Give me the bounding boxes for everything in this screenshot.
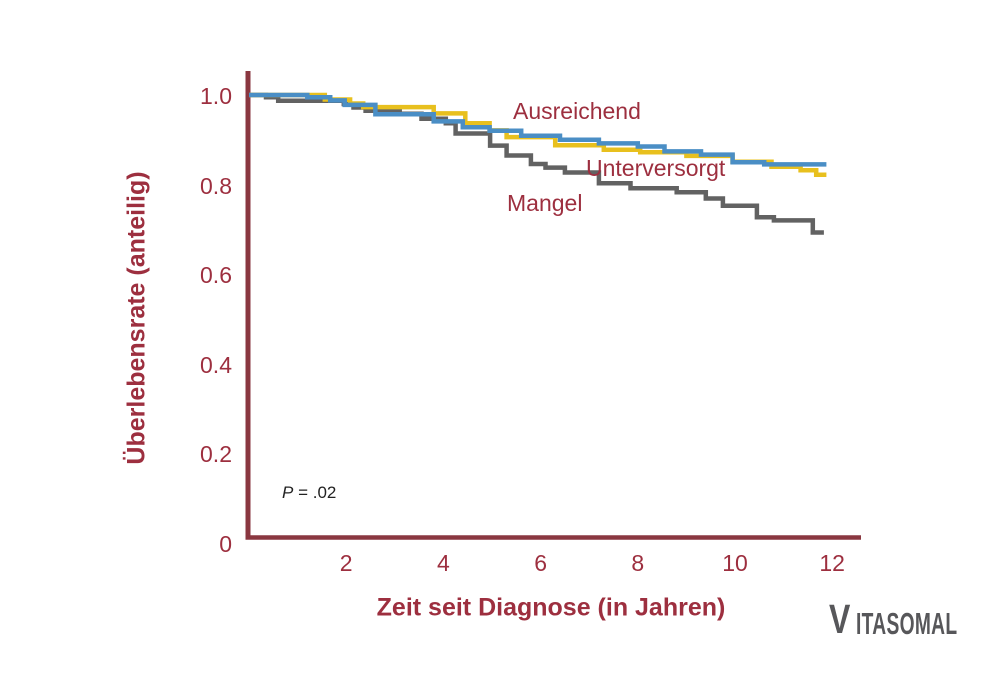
p-value-annotation: P = .02 xyxy=(282,483,336,503)
x-tick-label: 2 xyxy=(339,550,353,576)
y-tick-label: 0.2 xyxy=(200,441,232,468)
x-tick-label: 10 xyxy=(722,550,748,576)
y-tick-label: 0.8 xyxy=(200,172,232,199)
logo-wordmark: ITASOMAL xyxy=(856,606,958,641)
y-tick-label: 1.0 xyxy=(200,83,232,109)
p-symbol: P xyxy=(282,483,294,502)
x-tick-label: 6 xyxy=(534,550,547,576)
vitasomal-logo: V ITASOMAL xyxy=(829,596,1000,642)
y-axis-title: Überlebensrate (anteilig) xyxy=(122,171,151,465)
x-tick-label: 12 xyxy=(819,550,845,576)
series-label-unterversorgt: Unterversorgt xyxy=(586,155,726,181)
x-axis-title: Zeit seit Diagnose (in Jahren) xyxy=(376,593,726,622)
series-curve-ausreichend xyxy=(249,92,827,167)
logo-initial: V xyxy=(829,596,851,642)
series-label-ausreichend: Ausreichend xyxy=(513,98,641,124)
y-tick-label: 0.4 xyxy=(200,351,232,378)
x-tick-label: 4 xyxy=(436,550,450,576)
series-label-mangel: Mangel xyxy=(507,190,583,216)
x-tick-label: 8 xyxy=(631,550,645,576)
y-tick-label: 0.6 xyxy=(200,262,232,289)
y-tick-label: 0 xyxy=(219,531,232,557)
p-value-text: = .02 xyxy=(293,483,337,502)
